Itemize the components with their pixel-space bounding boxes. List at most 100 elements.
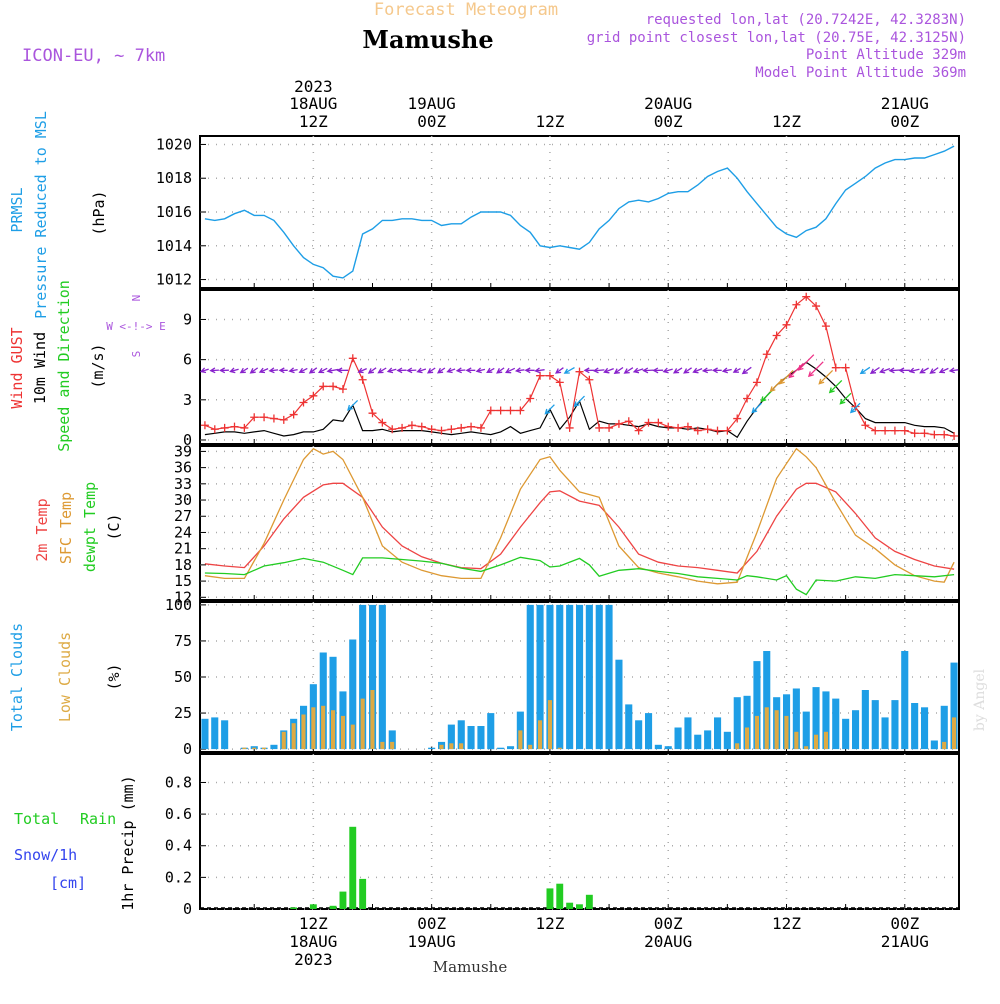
rain-bar	[359, 878, 367, 909]
prmsl-long-label: Pressure Reduced to MSL	[32, 111, 50, 319]
rain-bar	[566, 902, 574, 909]
gust-point	[467, 422, 476, 431]
gust-point	[250, 413, 259, 422]
total-clouds-label: Total Clouds	[8, 623, 26, 731]
total-cloud-bar	[753, 661, 761, 750]
gust-point	[614, 419, 623, 428]
requested-coords: requested lon,lat (20.7242E, 42.3283N)	[646, 12, 966, 28]
gust-point	[664, 422, 673, 431]
gust-point	[693, 426, 702, 435]
total-cloud-bar	[221, 720, 229, 750]
top-year-label: 2023	[294, 77, 333, 96]
gust-point	[802, 292, 811, 301]
gust-point	[890, 426, 899, 435]
compass-n: N	[130, 295, 143, 302]
low-cloud-bar	[321, 705, 326, 750]
low-cloud-bar	[262, 747, 267, 750]
gust-point	[457, 423, 466, 432]
clouds-panel: 0 25 50 75 100	[165, 596, 960, 758]
gust-point	[516, 406, 525, 415]
precip-ytick-label: 0.2	[165, 868, 192, 886]
wind10m-label: 10m Wind	[31, 332, 49, 404]
low-cloud-bar	[390, 741, 395, 750]
top-time-label: 00Z	[890, 112, 919, 131]
gust-point	[289, 410, 298, 419]
wind-direction-arrow	[839, 392, 852, 405]
precip-ytick-label: 0.8	[165, 773, 192, 791]
total-cloud-bar	[950, 662, 958, 750]
wind-direction-arrow	[336, 367, 349, 374]
gust-point	[940, 430, 949, 439]
pressure-line	[204, 145, 955, 279]
compass-we: W <-!-> E	[106, 320, 166, 333]
gust-point	[792, 300, 801, 309]
rain-bar	[349, 826, 357, 909]
gust-point	[368, 409, 377, 418]
total-cloud-bar	[674, 727, 682, 750]
gust-point	[782, 320, 791, 329]
wind-direction-arrow	[898, 367, 910, 374]
total-cloud-bar	[319, 652, 327, 750]
gust-point	[555, 378, 564, 387]
precip-ytick-label: 0.6	[165, 805, 192, 823]
low-cloud-bar	[301, 714, 306, 750]
grid-point-coords: grid point closest lon,lat (20.75E, 42.3…	[587, 30, 966, 46]
total-cloud-bar	[487, 713, 495, 750]
total-cloud-bar	[566, 604, 574, 750]
prmsl-labels: PRMSL Pressure Reduced to MSL (hPa)	[8, 111, 108, 319]
wind-direction-arrow	[426, 367, 436, 374]
top-date-label: 20AUG	[644, 94, 692, 113]
temp-ytick-label: 12	[174, 588, 192, 606]
wind-ytick-label: 9	[183, 310, 192, 328]
temp-ytick-label: 33	[174, 475, 192, 493]
wind-direction-arrow	[662, 367, 673, 374]
bottom-date-label: 20AUG	[644, 932, 692, 951]
wind-direction-arrow	[496, 367, 505, 374]
gust-point	[348, 354, 357, 363]
wind-direction-arrow	[613, 366, 624, 374]
gust-point	[200, 421, 209, 430]
low-cloud-bar	[252, 747, 257, 750]
wind-direction-arrow	[514, 367, 525, 374]
compass-s: S	[130, 351, 143, 358]
gust-point	[752, 378, 761, 387]
gust-label: Wind GUST	[8, 327, 26, 408]
gust-point	[644, 418, 653, 427]
total-cloud-bar	[635, 720, 643, 750]
gust-point	[733, 414, 742, 423]
total-cloud-bar	[576, 604, 584, 750]
wind-direction-arrow	[249, 367, 259, 374]
wind-direction-arrow	[258, 367, 269, 374]
gust-point	[230, 422, 239, 431]
wind-direction-arrow	[524, 367, 535, 374]
pressure-ytick-label: 1012	[156, 271, 192, 289]
low-cloud-bar	[370, 690, 375, 750]
top-time-label: 00Z	[654, 112, 683, 131]
gust-point	[930, 430, 939, 439]
wind-direction-arrow	[938, 367, 949, 374]
model-altitude: Model Point Altitude 369m	[755, 65, 966, 81]
total-cloud-bar	[664, 746, 672, 750]
super-title: Forecast Meteogram	[374, 0, 558, 20]
total-cloud-bar	[901, 651, 909, 750]
prmsl-label: PRMSL	[8, 187, 26, 232]
total-cloud-bar	[497, 747, 505, 750]
clouds-ytick-label: 25	[174, 704, 192, 722]
wind-direction-arrow	[563, 367, 575, 374]
rain-bar	[556, 883, 564, 909]
watermark: by Angel	[972, 668, 988, 731]
gust-point	[575, 367, 584, 376]
dewpt-label: dewpt Temp	[81, 482, 99, 572]
total-cloud-bar	[842, 718, 850, 750]
top-date-label: 18AUG	[289, 94, 337, 113]
location-title: Mamushe	[362, 25, 493, 54]
rain-bar	[339, 891, 347, 909]
gust-point	[634, 426, 643, 435]
temp-frame	[199, 445, 960, 601]
gust-point	[772, 331, 781, 340]
wind-direction-arrow	[701, 367, 713, 374]
rain-bar	[290, 907, 298, 909]
top-time-label: 12Z	[299, 112, 328, 131]
total-cloud-bar	[852, 710, 860, 750]
